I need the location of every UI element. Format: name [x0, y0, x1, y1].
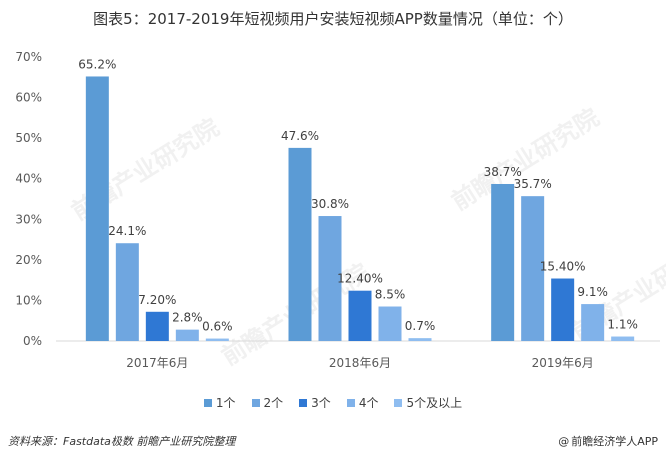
legend-swatch	[299, 398, 308, 407]
bar	[551, 278, 575, 341]
legend-item: 4个	[346, 394, 379, 411]
data-label: 47.6%	[281, 129, 319, 143]
legend-item: 3个	[299, 394, 331, 411]
y-tick-label: 60%	[15, 91, 42, 105]
y-tick-label: 10%	[15, 293, 42, 307]
bar	[205, 338, 229, 341]
data-label: 9.1%	[577, 285, 608, 299]
bar	[85, 76, 109, 341]
bar	[378, 306, 402, 341]
bar	[348, 290, 372, 341]
data-label: 2.8%	[172, 311, 203, 325]
bar	[581, 304, 605, 341]
legend-swatch	[346, 398, 355, 407]
legend-label: 2个	[263, 396, 284, 410]
data-label: 35.7%	[514, 177, 552, 191]
legend-swatch	[251, 398, 260, 407]
bar	[491, 183, 515, 341]
data-label: 7.20%	[138, 293, 176, 307]
legend-swatch	[203, 398, 212, 407]
brand-credit: @ 前瞻经济学人APP	[558, 433, 658, 449]
x-tick-label: 2018年6月	[329, 356, 391, 370]
legend-label: 3个	[311, 396, 331, 410]
data-label: 65.2%	[78, 57, 116, 71]
legend-label: 1个	[215, 396, 236, 410]
y-tick-label: 70%	[15, 50, 42, 64]
bar	[521, 196, 545, 341]
bar	[115, 243, 139, 341]
legend-swatch	[394, 398, 403, 407]
bar	[145, 311, 169, 341]
y-tick-label: 20%	[15, 253, 42, 267]
x-tick-label: 2019年6月	[532, 356, 594, 370]
bar	[288, 147, 312, 341]
legend-label: 5个及以上	[406, 396, 463, 410]
data-label: 8.5%	[375, 288, 406, 302]
bar	[318, 216, 342, 341]
data-label: 1.1%	[607, 318, 638, 332]
source-note: 资料来源：Fastdata极数 前瞻产业研究院整理	[8, 435, 236, 448]
legend-item: 1个	[203, 394, 236, 411]
data-label: 0.7%	[405, 319, 436, 333]
at-icon: @	[558, 435, 570, 448]
data-label: 15.40%	[540, 260, 586, 274]
bar	[611, 336, 635, 341]
data-label: 12.40%	[337, 272, 383, 286]
y-tick-label: 0%	[23, 334, 42, 348]
legend: 1个 2个 3个 4个 5个及以上	[0, 394, 666, 411]
data-label: 24.1%	[108, 224, 146, 238]
data-label: 30.8%	[311, 197, 349, 211]
y-tick-label: 30%	[15, 212, 42, 226]
bar-chart: 0% 10% 20% 30% 40% 50% 60% 70% 65.2% 24.1% 7.20% 2.…	[15, 50, 660, 370]
y-tick-label: 50%	[15, 131, 42, 145]
legend-label: 4个	[358, 396, 379, 410]
brand-text: 前瞻经济学人APP	[571, 435, 658, 448]
x-tick-label: 2017年6月	[126, 356, 188, 370]
legend-item: 5个及以上	[394, 394, 462, 411]
chart-title: 图表5：2017-2019年短视频用户安装短视频APP数量情况（单位：个）	[93, 10, 573, 28]
bar	[408, 338, 432, 341]
legend-item: 2个	[251, 394, 284, 411]
y-tick-label: 40%	[15, 172, 42, 186]
data-label: 38.7%	[484, 165, 522, 179]
bar	[175, 329, 199, 341]
data-label: 0.6%	[202, 320, 233, 334]
